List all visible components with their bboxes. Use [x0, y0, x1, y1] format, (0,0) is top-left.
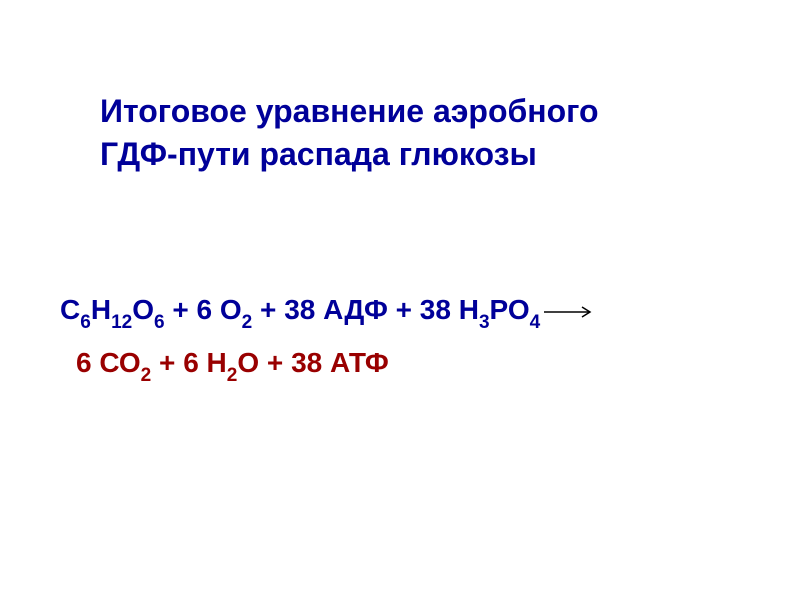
reactant-h1-sub: 12	[111, 312, 132, 333]
plus-p1: +	[151, 347, 183, 378]
reactant-o2: О	[220, 294, 242, 325]
plus-1: +	[165, 294, 197, 325]
products-line: 6 СО2 + 6 Н2О + 38 АТФ	[60, 338, 760, 391]
title-line-1: Итоговое уравнение аэробного	[100, 90, 740, 133]
title-text-2: ГДФ-пути распада глюкозы	[100, 136, 537, 172]
reactant-c-sub: 6	[80, 312, 91, 333]
plus-p2: +	[259, 347, 291, 378]
coeff-o2: 6	[197, 294, 220, 325]
reactants-line: С6Н12О6 + 6 О2 + 38 АДФ + 38 Н3РО4	[60, 285, 760, 338]
plus-2: +	[252, 294, 284, 325]
product-co2-sub: 2	[141, 365, 152, 386]
equation-block: С6Н12О6 + 6 О2 + 38 АДФ + 38 Н3РО4 6 СО2…	[60, 285, 760, 391]
reactant-p: РО	[490, 294, 530, 325]
reactant-h1: Н	[91, 294, 111, 325]
reaction-arrow-icon	[544, 305, 594, 319]
title-line-2: ГДФ-пути распада глюкозы	[100, 133, 740, 176]
plus-3: +	[388, 294, 420, 325]
coeff-co2: 6	[76, 347, 99, 378]
product-atp: 38 АТФ	[291, 347, 389, 378]
reactant-o2-sub: 2	[242, 312, 253, 333]
title-text-1: Итоговое уравнение аэробного	[100, 93, 599, 129]
product-co2: СО	[99, 347, 140, 378]
product-h2o-o: О	[237, 347, 259, 378]
coeff-h3po4: 38	[420, 294, 459, 325]
coeff-h2o: 6	[183, 347, 206, 378]
reactant-h3: Н	[459, 294, 479, 325]
reactant-c: С	[60, 294, 80, 325]
reactant-o1-sub: 6	[154, 312, 165, 333]
reactant-o1: О	[132, 294, 154, 325]
slide-title: Итоговое уравнение аэробного ГДФ-пути ра…	[100, 90, 740, 176]
reactant-h3-sub: 3	[479, 312, 490, 333]
reactant-p-sub: 4	[530, 312, 541, 333]
reactant-adp: 38 АДФ	[284, 294, 388, 325]
product-h2o-h-sub: 2	[227, 365, 238, 386]
product-h2o-h: Н	[207, 347, 227, 378]
